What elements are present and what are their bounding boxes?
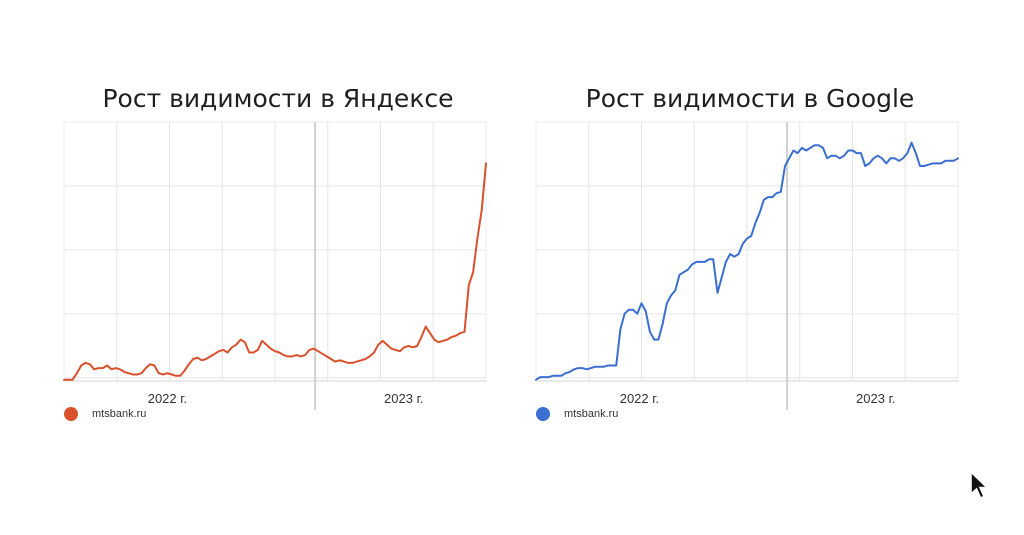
- x-tick-label: 2022 г.: [148, 391, 187, 406]
- series-line: [535, 141, 959, 381]
- chart-title: Рост видимости в Google: [585, 84, 915, 113]
- x-tick-label: 2023 г.: [856, 391, 895, 406]
- x-tick-label: 2023 г.: [384, 391, 423, 406]
- mouse-cursor-icon: [970, 470, 989, 500]
- google-visibility-chart: 2022 г. 2023 г.: [535, 121, 959, 410]
- legend-label: mtsbank.ru: [564, 408, 619, 420]
- legend: mtsbank.ru: [64, 407, 146, 421]
- series-line: [63, 162, 487, 381]
- legend-color-dot: [536, 407, 550, 421]
- x-tick-label: 2022 г.: [620, 391, 659, 406]
- legend-color-dot: [64, 407, 78, 421]
- legend: mtsbank.ru: [536, 407, 618, 421]
- google-chart-panel: Рост видимости в Google 2022 г. 2023 г. m…: [520, 78, 980, 428]
- chart-title: Рост видимости в Яндексе: [102, 84, 454, 113]
- legend-label: mtsbank.ru: [92, 408, 147, 420]
- yandex-visibility-chart: 2022 г. 2023 г.: [63, 121, 487, 410]
- yandex-chart-panel: Рост видимости в Яндексе 2022 г. 2023 г. …: [48, 78, 508, 428]
